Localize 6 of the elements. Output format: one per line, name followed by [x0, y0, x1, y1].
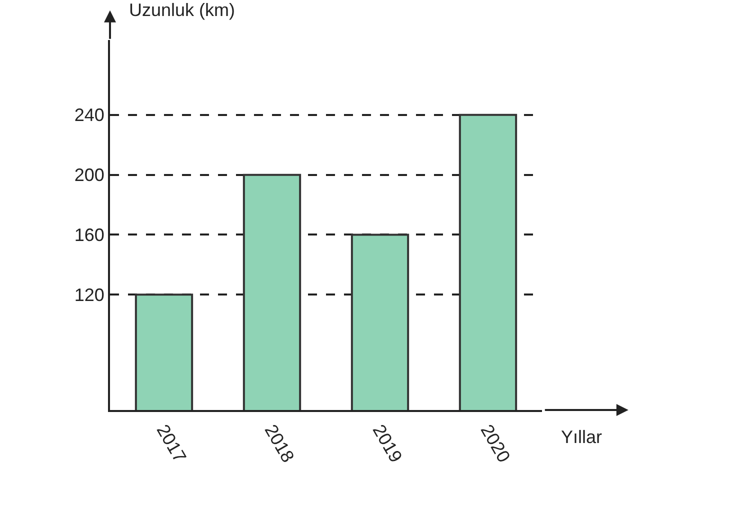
y-tick-label: 200 — [74, 165, 104, 186]
y-tick-label: 160 — [74, 225, 104, 246]
y-tick-label: 120 — [74, 284, 104, 305]
x-axis-title: Yıllar — [561, 427, 602, 447]
y-axis-title: Uzunluk (km) — [129, 0, 236, 20]
y-tick-label: 240 — [74, 105, 104, 126]
